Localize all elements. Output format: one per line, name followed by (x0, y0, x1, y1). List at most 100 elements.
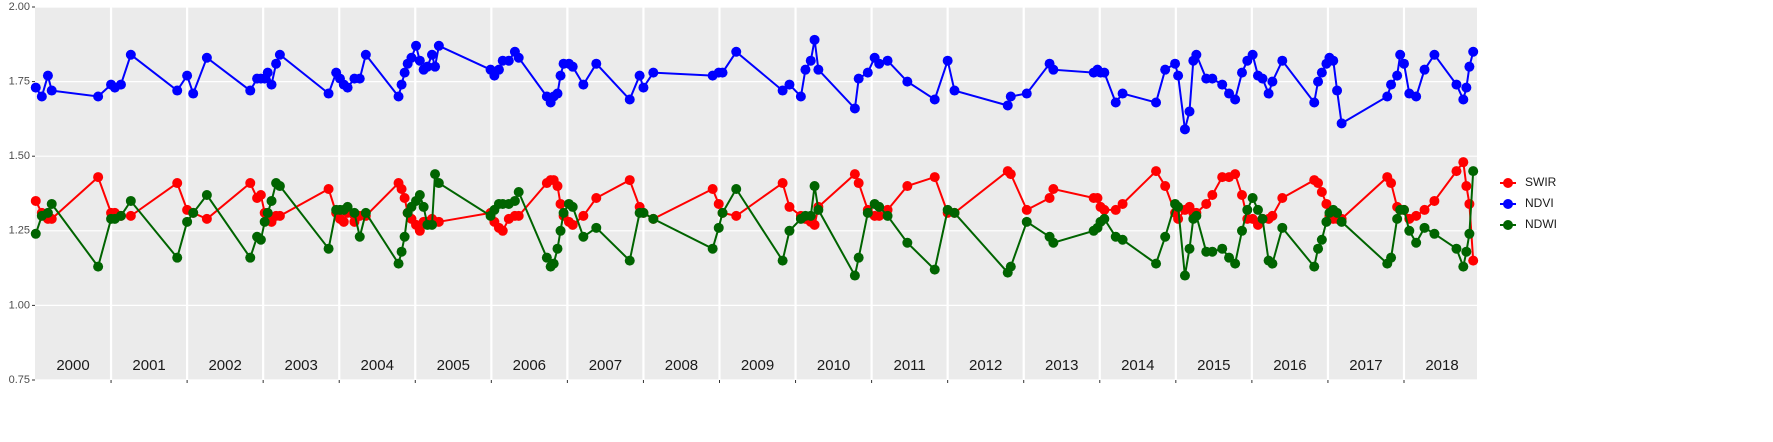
data-point (1257, 213, 1268, 224)
data-point (1173, 213, 1184, 224)
data-point (578, 210, 589, 221)
data-point (578, 79, 589, 90)
data-point (874, 210, 885, 221)
data-point (1468, 255, 1479, 266)
legend-label: SWIR (1525, 175, 1557, 189)
data-point (784, 225, 795, 236)
data-point (800, 64, 811, 75)
data-point (1021, 204, 1032, 215)
data-point (1267, 76, 1278, 87)
year-label: 2018 (1425, 357, 1458, 374)
data-point (338, 216, 349, 227)
data-point (1151, 166, 1162, 177)
data-point (1207, 189, 1218, 200)
data-point (360, 207, 371, 218)
data-point (1332, 85, 1343, 96)
data-point (567, 201, 578, 212)
data-point (853, 178, 864, 189)
data-point (30, 82, 41, 93)
data-point (1184, 243, 1195, 254)
data-point (1160, 181, 1171, 192)
data-point (1316, 187, 1327, 198)
data-point (1230, 258, 1241, 269)
data-point (1395, 49, 1406, 60)
data-point (125, 195, 136, 206)
data-point (323, 184, 334, 195)
data-point (433, 178, 444, 189)
data-point (399, 67, 410, 78)
data-point (1411, 91, 1422, 102)
data-point (172, 252, 183, 263)
data-point (555, 225, 566, 236)
data-point (1263, 88, 1274, 99)
data-point (182, 216, 193, 227)
data-point (1252, 204, 1263, 215)
data-point (731, 210, 742, 221)
data-point (1099, 204, 1110, 215)
data-point (1191, 49, 1202, 60)
data-point (777, 178, 788, 189)
data-point (624, 175, 635, 186)
legend-key-point (1503, 178, 1513, 188)
data-point (1048, 237, 1059, 248)
data-point (849, 270, 860, 281)
data-point (849, 169, 860, 180)
y-tick-label: 2.00 (9, 1, 30, 13)
data-point (634, 70, 645, 81)
data-point (795, 91, 806, 102)
data-point (93, 91, 104, 102)
data-point (1092, 192, 1103, 203)
data-point (1321, 216, 1332, 227)
data-point (1242, 204, 1253, 215)
data-point (274, 49, 285, 60)
data-point (245, 85, 256, 96)
data-point (707, 184, 718, 195)
data-point (1217, 79, 1228, 90)
data-point (1048, 184, 1059, 195)
data-point (188, 88, 199, 99)
data-point (433, 40, 444, 51)
data-point (1236, 67, 1247, 78)
y-tick-label: 1.00 (9, 299, 30, 311)
data-point (1429, 195, 1440, 206)
data-point (430, 169, 441, 180)
data-point (1151, 97, 1162, 108)
year-label: 2002 (208, 357, 241, 374)
data-point (567, 61, 578, 72)
data-point (399, 231, 410, 242)
data-point (354, 231, 365, 242)
data-point (541, 252, 552, 263)
data-point (1099, 213, 1110, 224)
data-point (1419, 204, 1430, 215)
data-point (1267, 258, 1278, 269)
data-point (1160, 231, 1171, 242)
data-point (1173, 201, 1184, 212)
data-point (513, 52, 524, 63)
data-point (182, 70, 193, 81)
data-point (93, 261, 104, 272)
data-point (1207, 73, 1218, 84)
data-point (591, 222, 602, 233)
year-label: 2001 (132, 357, 165, 374)
data-point (1201, 198, 1212, 209)
data-point (1005, 169, 1016, 180)
year-label: 2011 (893, 357, 925, 374)
data-point (1002, 100, 1013, 111)
data-point (552, 181, 563, 192)
data-point (1117, 198, 1128, 209)
data-point (497, 225, 508, 236)
data-point (427, 219, 438, 230)
year-label: 2009 (741, 357, 774, 374)
data-point (902, 181, 913, 192)
data-point (805, 210, 816, 221)
data-point (1184, 106, 1195, 117)
data-point (713, 198, 724, 209)
data-point (949, 85, 960, 96)
data-point (393, 91, 404, 102)
data-point (1464, 198, 1475, 209)
year-label: 2015 (1197, 357, 1230, 374)
data-point (406, 52, 417, 63)
data-point (1458, 261, 1469, 272)
data-point (1411, 210, 1422, 221)
